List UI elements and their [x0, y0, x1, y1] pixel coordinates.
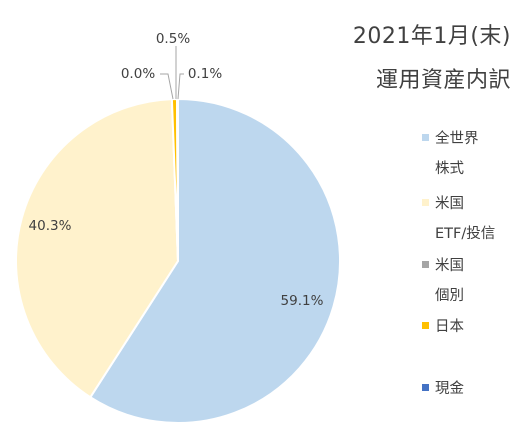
legend-label-3-2: 個別	[435, 288, 464, 304]
legend-label-1-1: 全世界	[435, 131, 479, 147]
legend-label-1-2: 株式	[435, 161, 464, 177]
data-label-2: 40.3%	[29, 218, 72, 234]
data-label-5: 0.1%	[188, 66, 222, 82]
chart-title-line2: 運用資産内訳	[375, 68, 511, 93]
pie-slice-2	[15, 98, 180, 399]
data-label-4: 0.5%	[156, 31, 190, 47]
legend-label-4-1: 日本	[435, 319, 464, 335]
legend-label-3-1: 米国	[435, 258, 464, 274]
data-label-1: 59.1%	[281, 293, 324, 309]
legend-swatch-3	[422, 261, 429, 268]
data-labels: 59.1% 40.3% 0.0% 0.5% 0.1%	[29, 31, 324, 309]
legend-label-2-1: 米国	[435, 196, 464, 212]
pie-slices	[15, 97, 341, 424]
legend-swatch-2	[422, 199, 429, 206]
legend-label-5-1: 現金	[435, 381, 464, 397]
legend-label-2-2: ETF/投信	[435, 226, 496, 242]
leader-lines	[160, 46, 184, 100]
pie-slice-5	[175, 97, 179, 262]
legend-swatch-1	[422, 134, 429, 141]
leader-line-5	[177, 73, 184, 100]
chart-title-line1: 2021年1月(末)	[352, 24, 511, 49]
legend-swatch-4	[422, 322, 429, 329]
leader-line-3	[160, 73, 174, 100]
data-label-3: 0.0%	[121, 66, 155, 82]
pie-slice-1	[88, 97, 341, 424]
legend-swatch-5	[422, 384, 429, 391]
